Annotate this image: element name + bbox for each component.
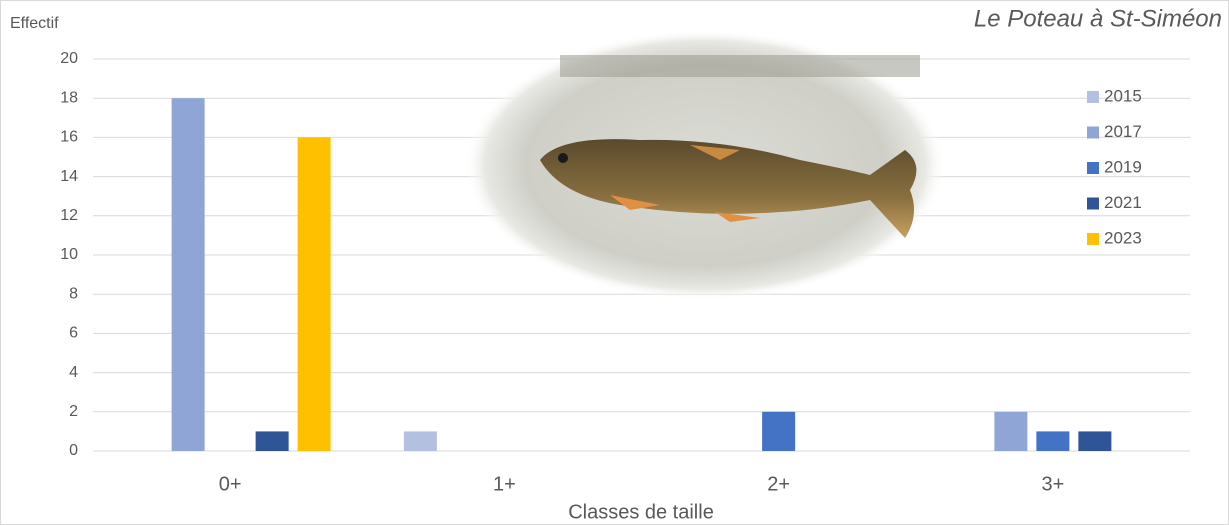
y-tick-label: 0 (69, 442, 78, 459)
legend-label: 2021 (1104, 193, 1142, 212)
x-tick-label: 1+ (493, 473, 516, 495)
bar (994, 412, 1027, 451)
bar (404, 431, 437, 451)
y-tick-label: 12 (60, 207, 78, 224)
bar (256, 431, 289, 451)
x-tick-label: 3+ (1041, 473, 1064, 495)
legend-swatch (1087, 91, 1099, 103)
chart: Effectif Le Poteau à St-Siméon Classes d… (0, 0, 1229, 525)
x-tick-label: 0+ (219, 473, 242, 495)
legend-label: 2015 (1104, 86, 1142, 105)
y-tick-label: 14 (60, 168, 78, 185)
bar (298, 137, 331, 451)
legend-swatch (1087, 127, 1099, 139)
fish-photo (465, 30, 945, 300)
legend-label: 2019 (1104, 157, 1142, 176)
y-tick-label: 20 (60, 50, 78, 67)
bar (172, 98, 205, 451)
y-tick-label: 4 (69, 364, 78, 381)
y-axis-title: Effectif (10, 15, 59, 32)
y-tick-label: 2 (69, 403, 78, 420)
legend-swatch (1087, 198, 1099, 210)
y-tick-label: 8 (69, 285, 78, 302)
x-axis-title: Classes de taille (568, 501, 714, 523)
x-tick-label: 2+ (767, 473, 790, 495)
y-tick-label: 6 (69, 325, 78, 342)
chart-title: Le Poteau à St-Siméon (974, 5, 1222, 32)
legend-swatch (1087, 233, 1099, 245)
legend-swatch (1087, 162, 1099, 174)
legend-label: 2017 (1104, 122, 1142, 141)
legend-label: 2023 (1104, 228, 1142, 247)
bar (1036, 431, 1069, 451)
bar (762, 412, 795, 451)
y-tick-label: 18 (60, 89, 78, 106)
y-tick-label: 16 (60, 129, 78, 146)
bar (1078, 431, 1111, 451)
y-tick-label: 10 (60, 246, 78, 263)
